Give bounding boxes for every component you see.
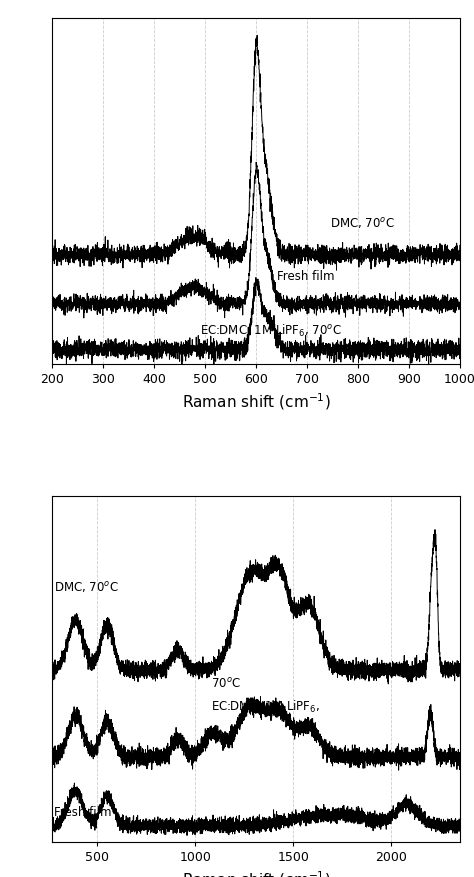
Text: EC:DMC, 1M LiPF$_6$,: EC:DMC, 1M LiPF$_6$, [211, 698, 320, 715]
Text: DMC, 70$^o$C: DMC, 70$^o$C [54, 580, 119, 595]
Text: Fresh film: Fresh film [277, 270, 335, 283]
X-axis label: Raman shift (cm$^{-1}$): Raman shift (cm$^{-1}$) [182, 869, 330, 877]
Text: DMC, 70$^o$C: DMC, 70$^o$C [330, 216, 395, 231]
Text: 70$^o$C: 70$^o$C [211, 677, 241, 691]
Text: EC:DMC, 1M LiPF$_6$, 70$^o$C: EC:DMC, 1M LiPF$_6$, 70$^o$C [200, 323, 342, 339]
X-axis label: Raman shift (cm$^{-1}$): Raman shift (cm$^{-1}$) [182, 391, 330, 412]
Text: Fresh film: Fresh film [54, 806, 111, 818]
